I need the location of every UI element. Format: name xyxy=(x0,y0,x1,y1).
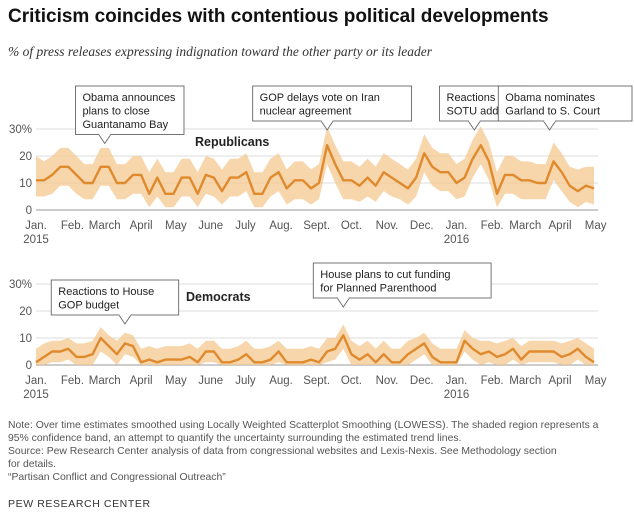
source-line: Source: Pew Research Center analysis of … xyxy=(8,446,557,457)
callout-text: Garland to S. Court xyxy=(505,106,600,118)
confidence-band xyxy=(36,126,594,208)
x-tick-label: March xyxy=(89,375,121,387)
x-tick-label: Oct. xyxy=(341,375,362,387)
y-tick-label: 0 xyxy=(26,360,32,372)
note-line: 95% confidence band, an attempt to quant… xyxy=(8,433,462,444)
confidence-band xyxy=(36,324,594,365)
callout-pointer xyxy=(320,120,334,131)
x-tick-label: March xyxy=(509,375,541,387)
x-tick-label: March xyxy=(509,220,541,232)
x-tick-label: Dec. xyxy=(410,220,434,232)
x-tick-label: Nov. xyxy=(376,220,399,232)
y-tick-label: 0 xyxy=(26,205,32,217)
chart-subtitle: % of press releases expressing indignati… xyxy=(8,44,432,59)
x-tick-label: May xyxy=(165,375,187,387)
x-tick-label: April xyxy=(549,220,572,232)
callout-box xyxy=(50,279,180,316)
y-tick-label: 20 xyxy=(19,306,32,318)
callout-text: Obama announces xyxy=(82,92,175,104)
callout-text: for Planned Parenthood xyxy=(320,283,436,295)
x-tick-year-label: 2016 xyxy=(444,234,470,246)
x-tick-year-label: 2015 xyxy=(23,234,49,246)
x-tick-label: May xyxy=(585,220,607,232)
y-tick-label: 10 xyxy=(19,333,32,345)
source-line: for details. xyxy=(8,459,56,470)
note-line: Note: Over time estimates smoothed using… xyxy=(8,420,599,431)
callout-pointer xyxy=(467,120,481,131)
y-tick-label: 30% xyxy=(9,124,32,136)
x-tick-label: Sept. xyxy=(303,375,330,387)
callout-box xyxy=(312,262,492,299)
x-tick-label: Feb. xyxy=(61,220,84,232)
callout-annotation: Reactions to House GOP budget xyxy=(50,279,180,325)
x-tick-label: Feb. xyxy=(481,220,504,232)
callout-annotation: Obama announces plans to closeGuantanamo … xyxy=(75,85,185,145)
chart-canvas: 0 10 20 30% Jan. 2015 Feb. March April May June Jul… xyxy=(9,85,633,401)
callout-pointer xyxy=(98,134,112,145)
x-tick-label: March xyxy=(89,220,121,232)
callout-text: House plans to cut funding xyxy=(320,269,450,281)
callout-box xyxy=(497,85,633,122)
trend-line xyxy=(35,334,595,364)
trend-line xyxy=(36,144,595,195)
x-tick-label: April xyxy=(549,375,572,387)
x-tick-label: Sept. xyxy=(303,220,330,232)
x-tick-label: July xyxy=(235,220,256,232)
x-tick-label: Jan. xyxy=(25,375,47,387)
report-title-line: “Partisan Conflict and Congressional Out… xyxy=(8,472,226,483)
panel-title: Democrats xyxy=(186,290,251,304)
y-tick-label: 10 xyxy=(19,178,32,190)
chart-notes: Note: Over time estimates smoothed using… xyxy=(8,419,632,484)
callout-text: nuclear agreement xyxy=(260,106,352,118)
x-tick-label: May xyxy=(585,375,607,387)
x-tick-label: Jan. xyxy=(446,220,468,232)
callout-text: Reactions to House xyxy=(58,286,154,298)
callout-box xyxy=(252,85,413,122)
chart-panel-0: 0 10 20 30% Jan. 2015 Feb. March April May June Jul… xyxy=(9,85,633,246)
x-tick-label: May xyxy=(165,220,187,232)
source-organization: PEW RESEARCH CENTER xyxy=(8,498,151,510)
callout-pointer xyxy=(118,314,132,325)
x-tick-label: June xyxy=(198,220,223,232)
chart-title: Criticism coincides with contentious pol… xyxy=(8,6,549,27)
x-tick-label: Aug. xyxy=(269,375,293,387)
x-tick-year-label: 2015 xyxy=(23,389,49,401)
x-tick-label: Aug. xyxy=(269,220,293,232)
x-tick-label: April xyxy=(130,220,153,232)
callout-box xyxy=(75,85,185,135)
callout-annotation: Obama nominates Garland to S. Court xyxy=(497,85,633,131)
x-tick-label: Dec. xyxy=(410,375,434,387)
callout-text: GOP delays vote on Iran xyxy=(260,92,380,104)
y-tick-label: 30% xyxy=(9,279,32,291)
x-tick-label: Feb. xyxy=(481,375,504,387)
x-tick-label: Jan. xyxy=(446,375,468,387)
panel-title: Republicans xyxy=(195,135,269,149)
x-tick-year-label: 2016 xyxy=(444,389,470,401)
callout-annotation: House plans to cut funding for Planned Pa… xyxy=(312,262,492,308)
x-tick-label: Oct. xyxy=(341,220,362,232)
y-tick-label: 20 xyxy=(19,151,32,163)
callout-text: plans to close xyxy=(82,106,149,118)
callout-annotation: GOP delays vote on Iran nuclear agreement xyxy=(252,85,413,131)
x-tick-label: June xyxy=(198,375,223,387)
chart-panel-1: 0 10 20 30% Jan. 2015 Feb. March April May June Jul… xyxy=(9,262,607,401)
callout-text: Guantanamo Bay xyxy=(82,119,168,131)
x-tick-label: Jan. xyxy=(25,220,47,232)
callout-pointer xyxy=(336,297,350,308)
callout-pointer xyxy=(543,120,556,131)
x-tick-label: Feb. xyxy=(61,375,84,387)
x-tick-label: July xyxy=(235,375,256,387)
x-tick-label: Nov. xyxy=(376,375,399,387)
x-tick-label: April xyxy=(130,375,153,387)
callout-text: GOP budget xyxy=(58,300,119,312)
callout-text: Obama nominates xyxy=(505,92,595,104)
callout-text: Reactions to xyxy=(447,92,508,104)
